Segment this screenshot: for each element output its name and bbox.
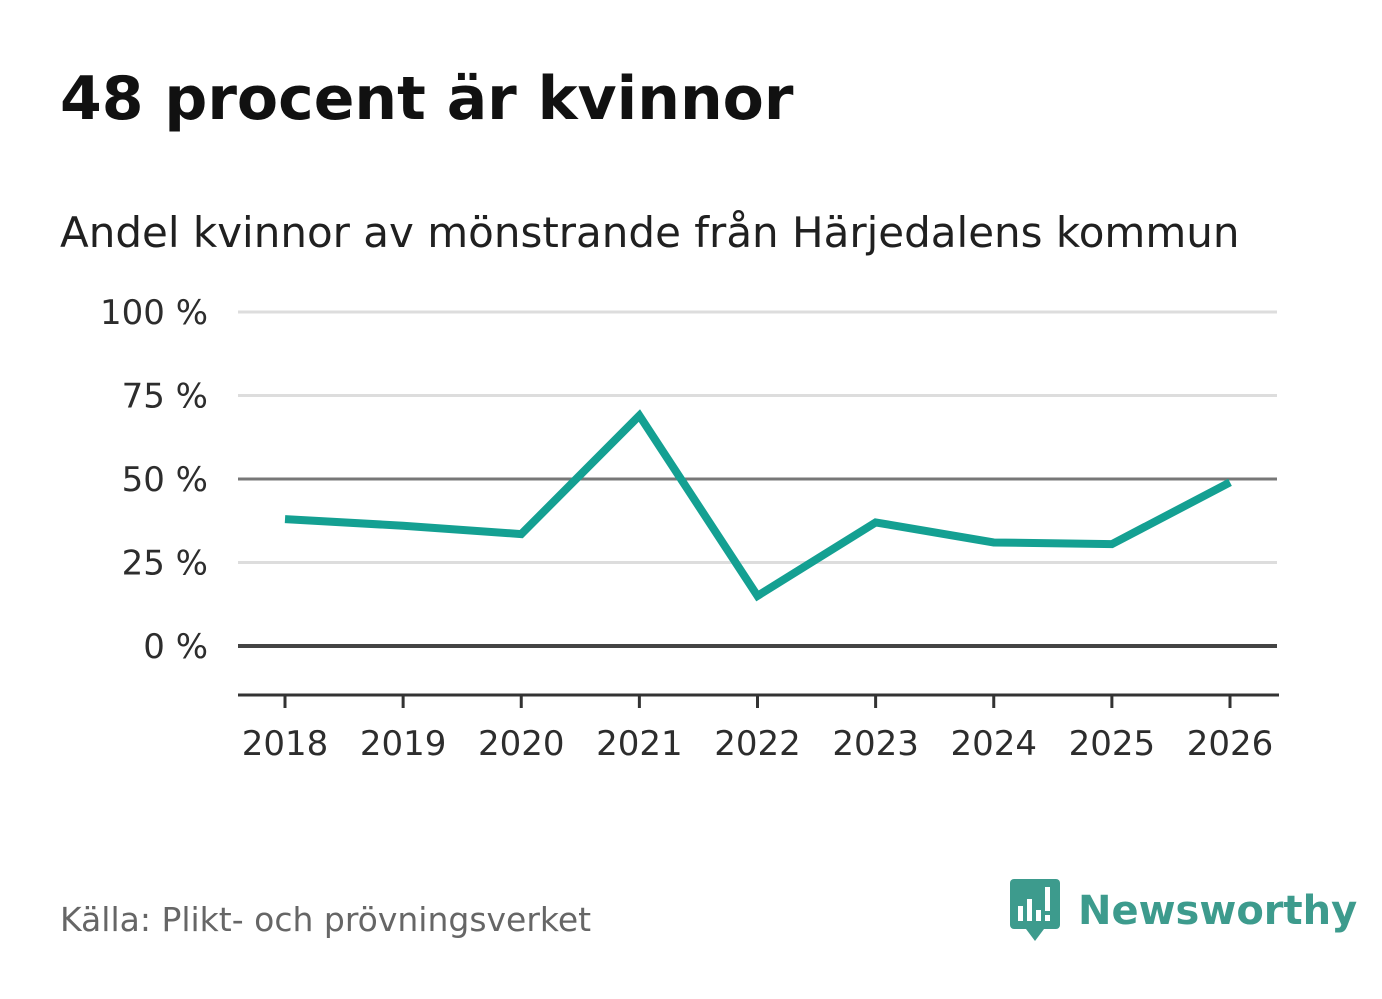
x-tick-label: 2020	[478, 724, 565, 764]
y-tick-label: 25 %	[122, 544, 208, 584]
series-layer	[284, 409, 1232, 602]
x-tick-label: 2019	[360, 724, 447, 764]
x-tick-label: 2024	[950, 724, 1037, 764]
x-tick-label: 2018	[242, 724, 329, 764]
brand-name: Newsworthy	[1078, 888, 1358, 934]
newsworthy-logo-icon	[1010, 879, 1060, 941]
x-tick-label: 2022	[714, 724, 801, 764]
y-tick-label: 75 %	[122, 377, 208, 417]
x-tick-label: 2025	[1069, 724, 1156, 764]
x-tick-label: 2021	[596, 724, 683, 764]
series-line	[284, 409, 1232, 602]
x-axis: 2018 2019 2020 2021 2022 2023 2024 2025 2026	[238, 693, 1279, 764]
y-tick-label: 0 %	[143, 627, 208, 667]
y-axis: 0 % 25 % 50 % 75 % 100 %	[100, 293, 208, 667]
y-tick-label: 50 %	[122, 460, 208, 500]
chart-subtitle: Andel kvinnor av mönstrande från Härjeda…	[60, 208, 1240, 257]
source-note: Källa: Plikt- och prövningsverket	[60, 900, 592, 939]
chart-title: 48 procent är kvinnor	[60, 64, 794, 134]
newsworthy-brand: Newsworthy	[1010, 876, 1357, 946]
x-tick-label: 2026	[1187, 724, 1274, 764]
y-tick-label: 100 %	[100, 293, 208, 333]
x-tick-label: 2023	[832, 724, 919, 764]
gridlines	[238, 310, 1277, 648]
